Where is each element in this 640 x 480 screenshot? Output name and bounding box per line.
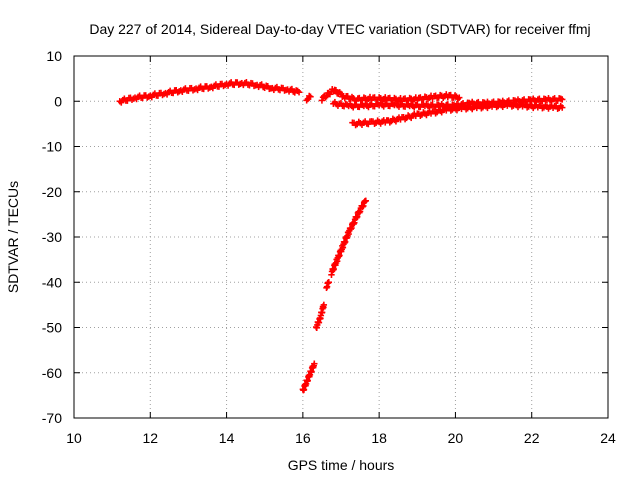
y-tick-label: 0 [54, 93, 62, 109]
x-tick-label: 22 [524, 430, 540, 446]
y-tick-label: -20 [42, 184, 62, 200]
data-point [362, 197, 369, 204]
data-series [318, 86, 463, 105]
data-point [318, 97, 326, 104]
x-tick-label: 12 [142, 430, 158, 446]
data-series [303, 92, 314, 104]
x-tick-label: 10 [66, 430, 82, 446]
data-point [322, 94, 329, 101]
data-point [359, 203, 366, 210]
x-tick-label: 14 [219, 430, 235, 446]
y-tick-label: -40 [42, 274, 62, 290]
data-point [311, 360, 318, 367]
data-point [559, 104, 566, 111]
data-point [295, 89, 303, 96]
data-point [332, 87, 340, 94]
y-tick-label: -70 [42, 410, 62, 426]
y-axis-label: SDTVAR / TECUs [5, 181, 21, 293]
y-tick-label: -30 [42, 229, 62, 245]
data-point [323, 93, 330, 100]
data-point [307, 93, 314, 100]
data-points [116, 79, 566, 394]
x-axis-label: GPS time / hours [288, 457, 395, 473]
data-point [559, 96, 566, 103]
data-point [360, 202, 367, 210]
data-series [116, 79, 303, 106]
chart-title: Day 227 of 2014, Sidereal Day-to-day VTE… [89, 21, 590, 37]
x-tick-label: 24 [600, 430, 616, 446]
y-tick-label: -60 [42, 365, 62, 381]
x-tick-label: 18 [371, 430, 387, 446]
x-tick-label: 20 [448, 430, 464, 446]
data-point [320, 301, 328, 309]
data-series [328, 197, 369, 278]
data-point [325, 279, 332, 286]
y-tick-label: 10 [46, 48, 62, 64]
data-series [299, 360, 318, 394]
y-tick-label: -10 [42, 139, 62, 155]
y-tick-label: -50 [42, 320, 62, 336]
x-tick-label: 16 [295, 430, 311, 446]
data-point [456, 94, 463, 101]
data-series [349, 100, 566, 129]
axis-ticks: 10 12 14 16 18 20 22 24 10 0 -10 -20 -30 -40 -50 -60 -70 [42, 48, 616, 446]
data-series [313, 301, 328, 331]
data-series [323, 279, 332, 292]
data-point [356, 208, 364, 215]
